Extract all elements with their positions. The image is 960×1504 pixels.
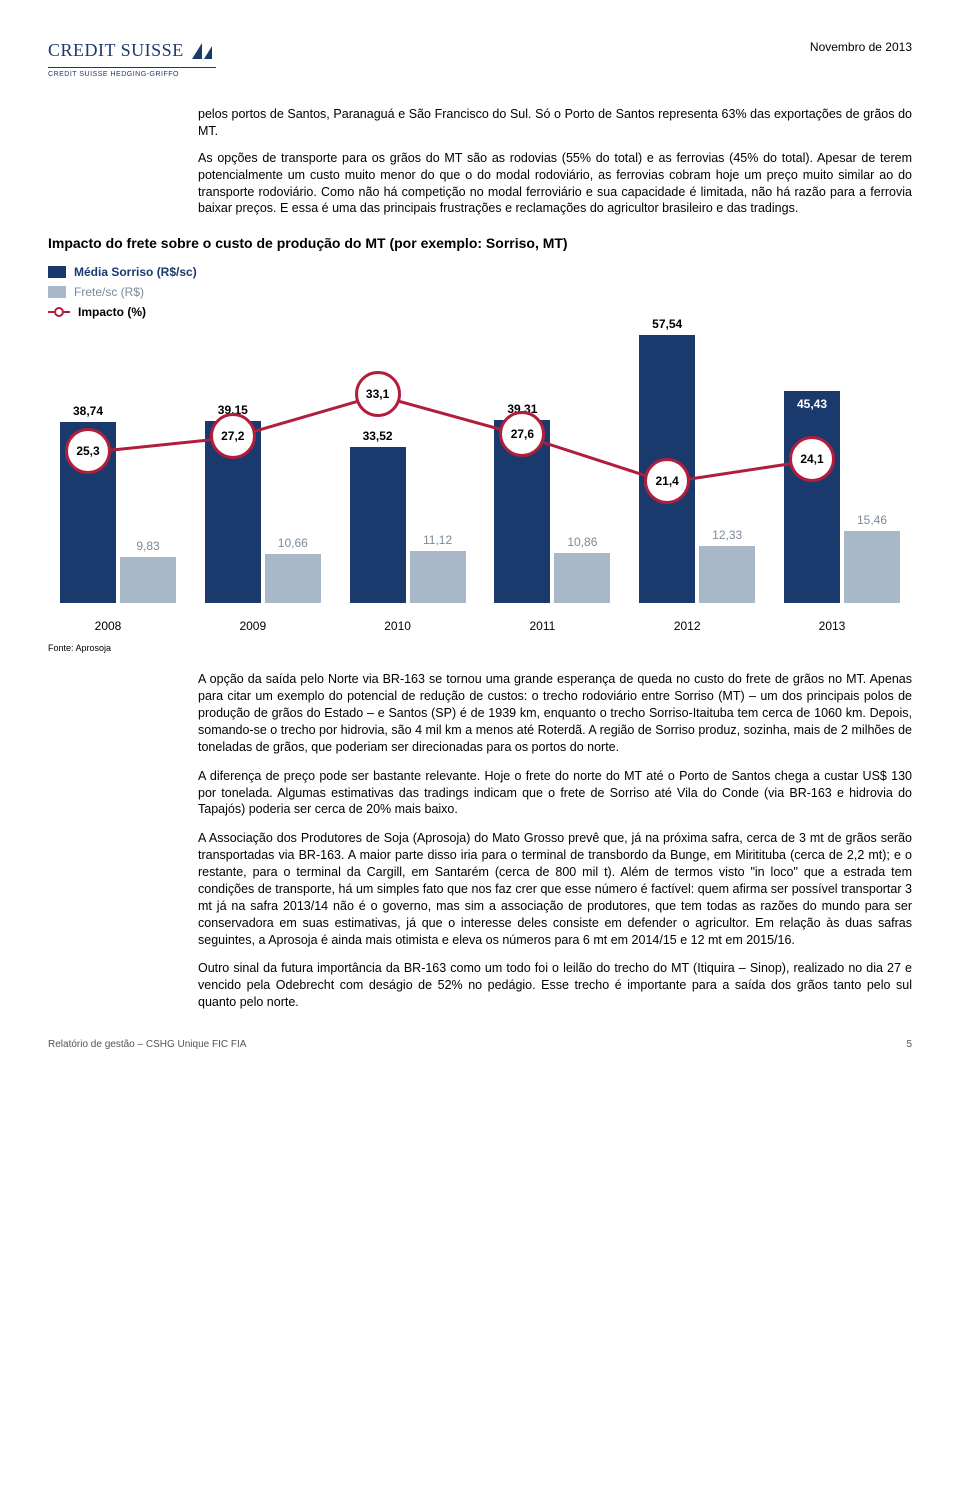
footer-left: Relatório de gestão – CSHG Unique FIC FI… [48,1039,246,1050]
bar-frete: 10,66 [265,554,321,604]
bar-frete-label: 15,46 [844,513,900,527]
bar-media-label: 57,54 [639,317,695,331]
bar-media-label: 45,43 [784,397,840,411]
header-date: Novembro de 2013 [810,40,912,54]
x-axis-label: 2012 [674,619,701,633]
bar-frete: 10,86 [554,553,610,604]
chart-title: Impacto do frete sobre o custo de produç… [48,235,912,251]
logo-text: CREDIT SUISSE [48,40,184,61]
bar-frete: 15,46 [844,531,900,603]
impact-bubble: 24,1 [789,436,835,482]
bar-media: 45,43 [784,391,840,603]
impact-bubble: 25,3 [65,428,111,474]
bar-frete: 11,12 [410,551,466,603]
x-axis-label: 2009 [239,619,266,633]
bar-frete-label: 12,33 [699,528,755,542]
bar-frete-label: 10,66 [265,536,321,550]
logo-main: CREDIT SUISSE [48,40,216,61]
bar-group: 33,5211,12 [350,447,466,603]
intro-text: pelos portos de Santos, Paranaguá e São … [198,106,912,217]
x-axis-label: 2011 [529,619,555,633]
page-footer: Relatório de gestão – CSHG Unique FIC FI… [48,1039,912,1050]
chart-source: Fonte: Aprosoja [48,643,912,653]
bar-frete-label: 10,86 [554,535,610,549]
impact-bubble: 33,1 [355,371,401,417]
x-axis-label: 2008 [95,619,122,633]
bar-frete: 9,83 [120,557,176,603]
bar-frete-label: 11,12 [410,533,466,547]
bar-frete: 12,33 [699,546,755,604]
page-header: CREDIT SUISSE CREDIT SUISSE HEDGING-GRIF… [48,40,912,78]
footer-page-number: 5 [906,1039,912,1050]
bar-media: 33,52 [350,447,406,603]
sail-icon [190,41,216,61]
intro-p1: pelos portos de Santos, Paranaguá e São … [198,106,912,140]
lower-text: A opção da saída pelo Norte via BR-163 s… [198,671,912,1011]
bar-frete-label: 9,83 [120,539,176,553]
bar-group: 45,43 15,46 [784,391,900,603]
x-axis-label: 2010 [384,619,411,633]
lower-p3: A Associação dos Produtores de Soja (Apr… [198,830,912,948]
lower-p4: Outro sinal da futura importância da BR-… [198,960,912,1011]
intro-p2: As opções de transporte para os grãos do… [198,150,912,218]
bar-media-label: 38,74 [60,404,116,418]
lower-p1: A opção da saída pelo Norte via BR-163 s… [198,671,912,755]
x-axis-label: 2013 [819,619,846,633]
logo-block: CREDIT SUISSE CREDIT SUISSE HEDGING-GRIF… [48,40,216,78]
impact-bubble: 27,2 [210,413,256,459]
bar-media-label: 33,52 [350,429,406,443]
logo-subtext: CREDIT SUISSE HEDGING-GRIFFO [48,67,216,78]
freight-chart: 38,749,8339,1510,6633,5211,1239,3110,865… [48,253,912,633]
lower-p2: A diferença de preço pode ser bastante r… [198,768,912,819]
